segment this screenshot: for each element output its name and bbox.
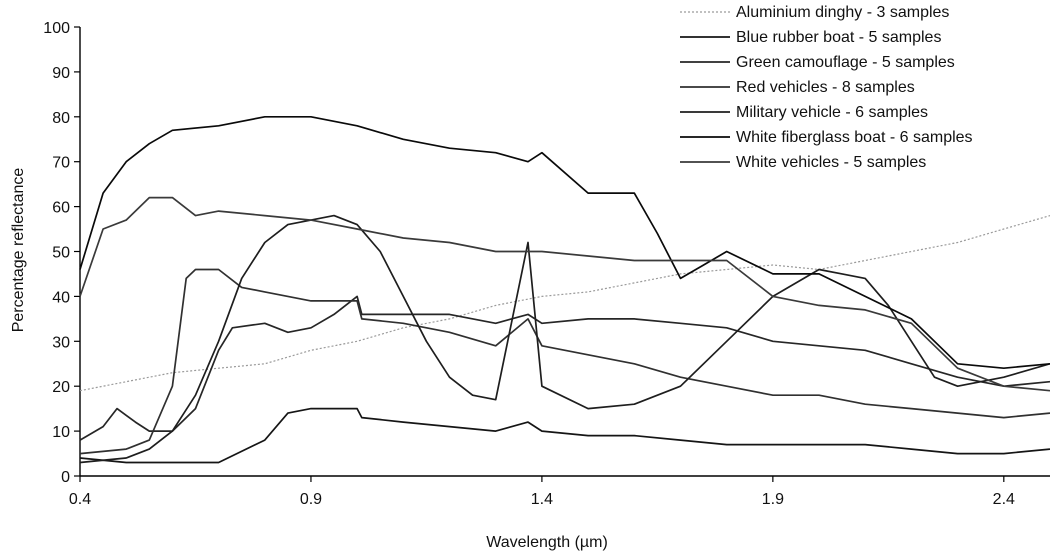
legend-label: Military vehicle - 6 samples — [736, 104, 928, 121]
series-line-6 — [79, 115, 1050, 370]
x-tick-label: 1.9 — [762, 491, 784, 508]
y-tick-label: 90 — [52, 65, 70, 82]
series-line-5 — [79, 214, 1050, 464]
series-line-1 — [79, 215, 1050, 392]
y-tick-label: 70 — [52, 155, 70, 172]
x-tick-label: 0.4 — [69, 491, 91, 508]
x-tick-label: 1.4 — [531, 491, 553, 508]
y-axis-title: Percentage reflectance — [10, 168, 27, 333]
x-tick-label: 0.9 — [300, 491, 322, 508]
series-line-7 — [79, 196, 1050, 392]
legend-label: Green camouflage - 5 samples — [736, 54, 955, 71]
legend-label: White vehicles - 5 samples — [736, 154, 926, 171]
x-tick-label: 2.4 — [993, 491, 1015, 508]
y-tick-label: 50 — [52, 245, 70, 262]
y-tick-label: 0 — [61, 469, 70, 486]
series-line-2 — [79, 407, 1050, 464]
y-tick-label: 30 — [52, 334, 70, 351]
series-line-3 — [79, 295, 1050, 441]
y-tick-label: 80 — [52, 110, 70, 127]
axes: 0 10 20 30 40 50 60 70 80 90 100 0.4 0.9 1.4 1.9 2.4 — [43, 20, 1050, 508]
x-axis-title: Wavelength (µm) — [486, 534, 608, 551]
series-layer — [79, 115, 1050, 464]
series-line-4 — [79, 268, 1050, 455]
legend-label: White fiberglass boat - 6 samples — [736, 129, 973, 146]
legend-label: Blue rubber boat - 5 samples — [736, 29, 941, 46]
y-tick-label: 20 — [52, 379, 70, 396]
y-tick-label: 60 — [52, 200, 70, 217]
legend-label: Aluminium dinghy - 3 samples — [736, 4, 949, 21]
legend-label: Red vehicles - 8 samples — [736, 79, 915, 96]
legend: Aluminium dinghy - 3 samples Blue rubber … — [680, 4, 973, 171]
y-tick-label: 10 — [52, 424, 70, 441]
y-tick-label: 100 — [43, 20, 70, 37]
y-tick-label: 40 — [52, 289, 70, 306]
